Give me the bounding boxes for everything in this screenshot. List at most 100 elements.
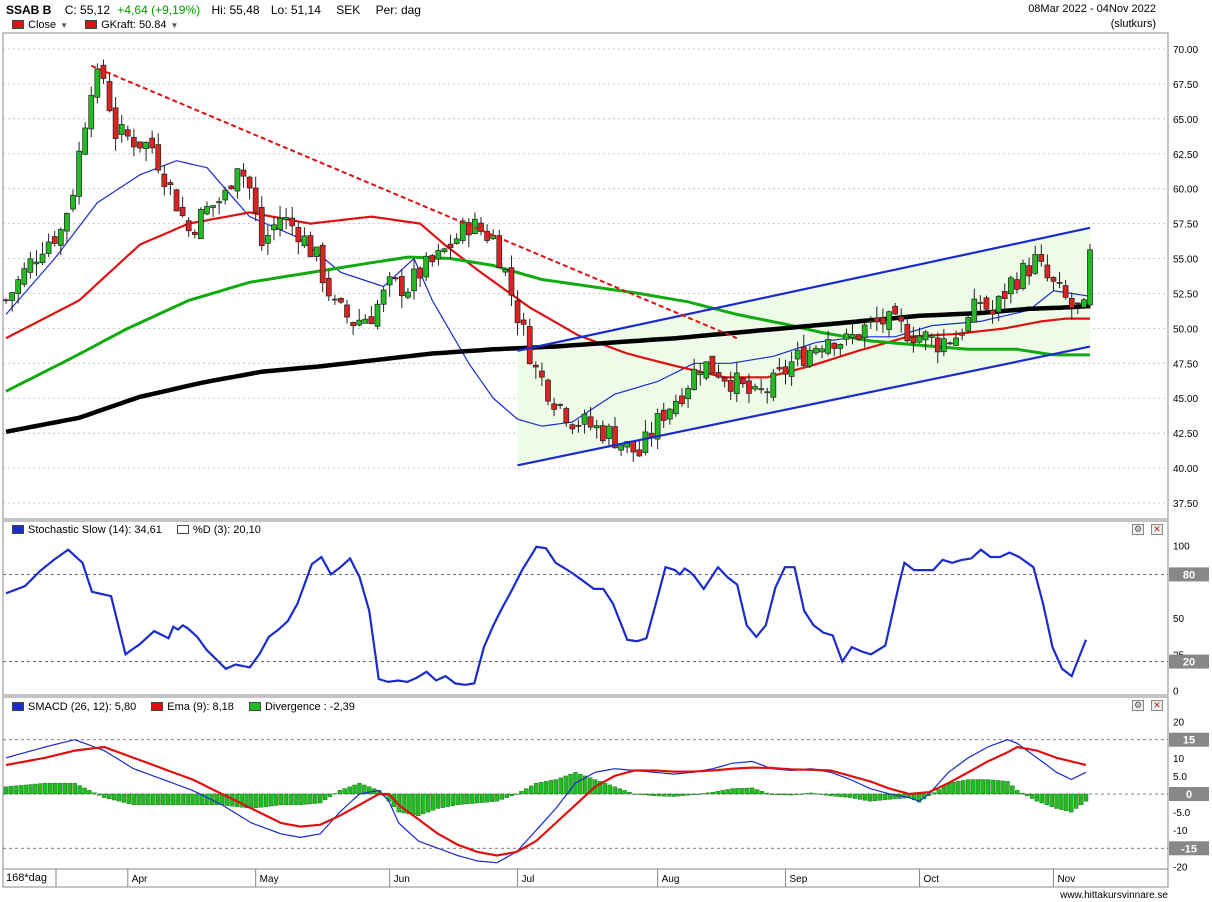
- divergence-bar: [823, 793, 829, 796]
- chevron-down-icon[interactable]: ▼: [60, 21, 69, 30]
- candle: [721, 377, 728, 382]
- candle: [691, 368, 698, 390]
- divergence-bar: [622, 790, 627, 795]
- candle: [740, 378, 746, 385]
- candle: [1001, 291, 1008, 299]
- candle: [191, 232, 198, 235]
- candle: [3, 299, 9, 302]
- divergence-bar: [681, 793, 686, 796]
- divergence-bar: [524, 788, 529, 795]
- divergence-bar: [558, 777, 563, 795]
- divergence-bar: [23, 784, 28, 795]
- divergence-bar: [892, 793, 897, 800]
- divergence-bar: [612, 786, 617, 795]
- divergence-bar: [1078, 793, 1084, 806]
- divergence-bar: [941, 786, 946, 795]
- divergence-bar: [1019, 792, 1025, 795]
- candle: [1026, 265, 1032, 277]
- divergence-bar: [808, 792, 814, 795]
- divergence-bar: [288, 793, 293, 806]
- y-tick-label: 62.50: [1173, 150, 1198, 161]
- x-tick-label: Jun: [394, 874, 410, 885]
- candle: [819, 348, 825, 353]
- candle: [679, 395, 685, 405]
- candle: [1056, 282, 1063, 284]
- reference-badge: [1169, 567, 1209, 582]
- divergence-bar: [298, 793, 303, 806]
- divergence-bar: [965, 779, 971, 795]
- divergence-bar: [700, 793, 706, 795]
- divergence-bar: [853, 793, 858, 799]
- divergence-bar: [617, 788, 622, 795]
- settings-icon[interactable]: ⚙: [1132, 524, 1144, 535]
- candle: [185, 220, 192, 232]
- divergence-bar: [38, 783, 43, 795]
- candle: [88, 94, 95, 130]
- divergence-bar: [317, 793, 323, 804]
- candle: [161, 173, 168, 188]
- y-tick-label: 37.50: [1173, 499, 1198, 510]
- candle: [782, 366, 789, 375]
- divergence-bar: [1073, 793, 1079, 809]
- candle: [252, 187, 259, 213]
- reference-badge: [1169, 841, 1209, 856]
- divergence-bar: [499, 793, 505, 800]
- low-value: Lo: 51,14: [270, 3, 321, 17]
- divergence-bar: [239, 793, 244, 808]
- divergence-bar: [92, 792, 97, 795]
- divergence-bar: [779, 793, 784, 796]
- divergence-bar: [749, 787, 755, 795]
- candle: [685, 388, 691, 400]
- divergence-bar: [332, 793, 338, 795]
- ema-line: [5, 745, 1087, 857]
- divergence-bar: [975, 779, 981, 795]
- candle: [800, 346, 807, 366]
- divergence-bar: [799, 793, 804, 795]
- candle: [910, 336, 917, 343]
- legend-gkraft[interactable]: GKraft: 50.84 ▼: [85, 19, 178, 31]
- ma-green-line: [5, 255, 1090, 393]
- divergence-bar: [489, 793, 495, 802]
- x-tick-label: Oct: [923, 874, 939, 885]
- y-tick-label: -20: [1173, 862, 1188, 873]
- candle: [715, 372, 722, 378]
- chevron-down-icon[interactable]: ▼: [170, 21, 179, 30]
- divergence-bar: [951, 782, 956, 795]
- divergence-bar: [632, 793, 637, 795]
- y-tick-label: 47.50: [1173, 359, 1198, 370]
- divergence-bar: [627, 791, 632, 795]
- candle: [532, 364, 539, 368]
- close-icon[interactable]: ✕: [1151, 524, 1163, 535]
- divergence-bar: [155, 793, 161, 806]
- divergence-bar: [82, 787, 87, 795]
- candle: [977, 302, 984, 304]
- candle: [131, 136, 137, 148]
- candle: [143, 141, 149, 149]
- divergence-bar: [789, 793, 794, 796]
- divergence-bar: [803, 793, 809, 795]
- candle: [654, 413, 661, 440]
- reference-label: 80: [1183, 569, 1195, 581]
- divergence-bar: [141, 793, 146, 806]
- divergence-bar: [470, 793, 475, 804]
- ticker-label: SSAB B: [6, 3, 52, 17]
- divergence-bar: [406, 793, 411, 815]
- candle: [983, 297, 990, 310]
- divergence-bar: [283, 793, 289, 806]
- divergence-bar: [111, 793, 117, 801]
- period-footer: 168*dag: [6, 872, 47, 884]
- candle: [27, 258, 34, 273]
- candle: [989, 309, 996, 315]
- close-icon[interactable]: ✕: [1151, 700, 1163, 711]
- candle: [794, 349, 801, 360]
- candle: [563, 408, 570, 424]
- settings-icon[interactable]: ⚙: [1132, 700, 1144, 711]
- legend-close[interactable]: Close ▼: [12, 19, 68, 31]
- divergence-bar: [28, 784, 33, 795]
- candle: [57, 229, 64, 246]
- divergence-bar: [455, 793, 460, 806]
- divergence-bar: [450, 793, 455, 806]
- candle: [295, 226, 302, 243]
- candle: [995, 295, 1002, 313]
- y-tick-label: 20: [1173, 718, 1185, 729]
